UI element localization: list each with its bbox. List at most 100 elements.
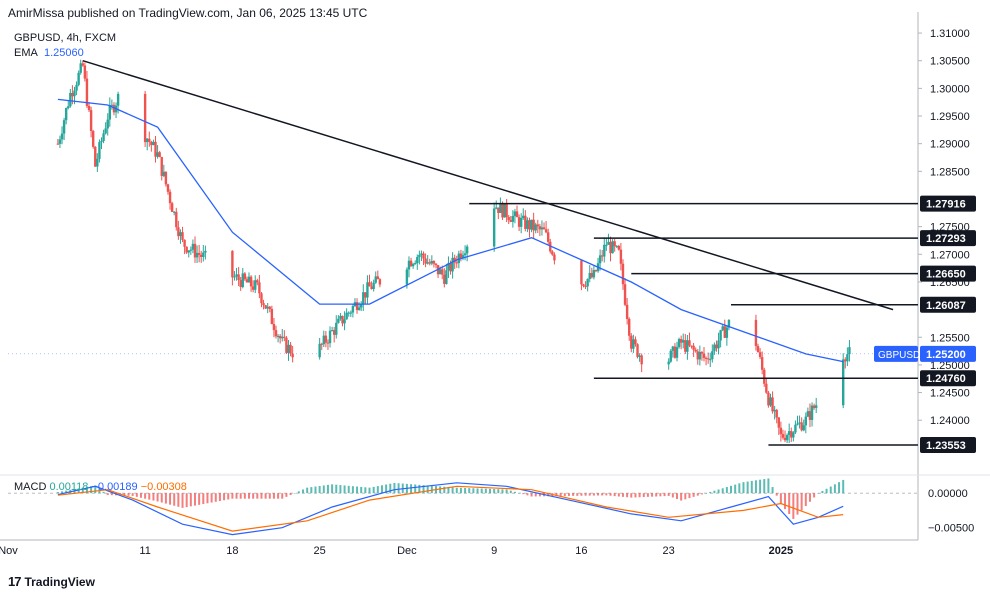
candle-body: [256, 280, 259, 283]
macd-hist-bar: [675, 493, 678, 499]
candle-body: [411, 263, 415, 267]
macd-hist-bar: [796, 493, 799, 515]
macd-hist-bar: [81, 487, 84, 494]
macd-hist-bar: [779, 493, 782, 505]
macd-hist-bar: [493, 489, 496, 494]
level-tag: [920, 265, 976, 282]
candle-body: [717, 340, 720, 349]
candle-body: [104, 128, 107, 134]
macd-hist-bar: [235, 493, 238, 499]
candle-body: [443, 274, 446, 284]
candle-body: [702, 353, 706, 358]
candle-body: [337, 318, 340, 323]
macd-hist-bar: [160, 493, 163, 503]
candle-body: [630, 335, 633, 349]
candle-body: [754, 319, 758, 347]
macd-hist-bar: [597, 493, 600, 496]
macd-hist-bar: [164, 493, 167, 504]
candle-body: [270, 308, 274, 325]
candle-body: [509, 220, 512, 222]
candle-body: [195, 252, 199, 258]
footer-brand[interactable]: 17 TradingView: [8, 574, 95, 589]
level-label: 1.27293: [926, 233, 966, 245]
candle-body: [372, 282, 375, 290]
candle-body: [522, 215, 525, 219]
macd-hist-bar: [360, 486, 363, 494]
macd-hist-bar: [422, 485, 425, 494]
candle-body: [67, 106, 70, 109]
macd-hist-bar: [464, 487, 467, 494]
candle-body: [453, 257, 456, 263]
candle-body: [83, 65, 87, 79]
candle-body: [580, 260, 583, 285]
macd-hist-bar: [389, 483, 392, 494]
candle-body: [513, 211, 517, 216]
candle-body: [812, 405, 816, 408]
candle-body: [810, 405, 814, 420]
candle-body: [416, 257, 419, 264]
price-tick-label: 1.27000: [930, 249, 970, 261]
candle-body: [430, 261, 434, 264]
candle-body: [694, 349, 697, 352]
macd-hist-bar: [538, 493, 541, 497]
candle-body: [166, 184, 170, 192]
candle-body: [175, 211, 178, 228]
candle-body: [673, 346, 677, 358]
candle-body: [632, 339, 635, 349]
macd-hist-bar: [418, 484, 421, 494]
candle-body: [607, 241, 610, 245]
candle-body: [848, 347, 851, 355]
candle-body: [792, 432, 795, 438]
candle-body: [785, 434, 789, 441]
candle-body: [505, 203, 508, 218]
candle-body: [773, 409, 776, 412]
candle-body: [623, 284, 627, 305]
candle-body: [100, 140, 103, 143]
candle-body: [844, 359, 847, 362]
candle-body: [287, 344, 290, 353]
macd-hist-bar: [455, 487, 458, 494]
macd-hist-bar: [725, 487, 728, 494]
price-tick-label: 1.24500: [930, 388, 970, 400]
candle-body: [463, 253, 467, 256]
macd-hist-bar: [547, 493, 550, 497]
candle-body: [507, 217, 510, 221]
macd-hist-bar: [700, 493, 703, 495]
candle-body: [553, 254, 556, 261]
macd-hist-bar: [123, 493, 126, 496]
candle-body: [603, 244, 606, 257]
macd-hist-bar: [218, 493, 221, 501]
candle-body: [160, 156, 163, 176]
macd-hist-bar: [447, 487, 450, 494]
candle-body: [528, 220, 531, 230]
macd-hist-bar: [173, 493, 176, 506]
macd-hist-bar: [646, 493, 649, 497]
candle-body: [281, 336, 284, 339]
candle-body: [679, 339, 683, 343]
macd-hist-bar: [65, 490, 68, 494]
candle-body: [684, 340, 687, 352]
level-tag: [920, 195, 976, 212]
candle-body: [536, 224, 539, 227]
candle-body: [806, 411, 810, 417]
macd-hist-bar: [231, 493, 234, 499]
candle-body: [362, 292, 365, 304]
macd-hist-bar: [198, 493, 201, 505]
candle-body: [60, 133, 64, 140]
candle-body: [181, 232, 184, 240]
level-tag: [920, 230, 976, 247]
candle-body: [89, 110, 93, 132]
candle-body: [233, 276, 236, 278]
candle-body: [461, 255, 465, 259]
candle-body: [777, 417, 780, 428]
macd-hist-bar: [513, 491, 516, 494]
candle-body: [164, 171, 168, 185]
candle-body: [150, 141, 153, 146]
candle-body: [721, 326, 724, 331]
macd-hist-bar: [56, 492, 59, 494]
candle-body: [322, 335, 325, 345]
macd-hist-bar: [767, 478, 770, 494]
macd-hist-bar: [788, 493, 791, 515]
macd-hist-bar: [85, 486, 88, 494]
